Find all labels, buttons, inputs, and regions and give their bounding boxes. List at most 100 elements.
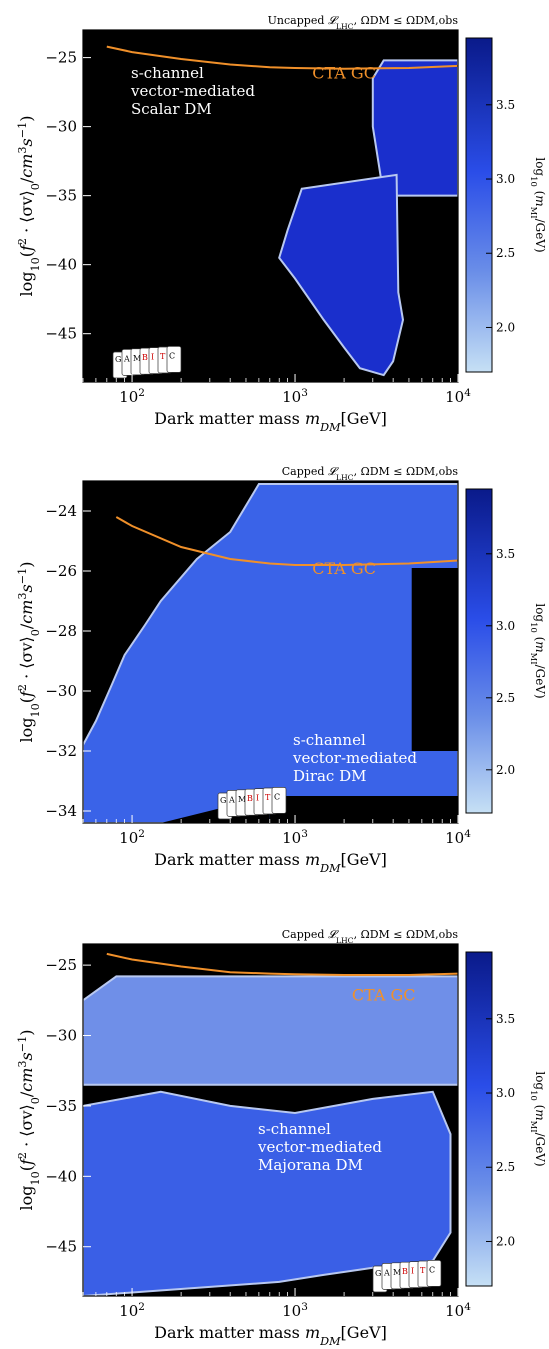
y-tick-label: −34: [45, 802, 77, 820]
logo-card-letter: I: [151, 353, 154, 362]
y-tick-label: −26: [45, 562, 77, 580]
plot-content: [83, 483, 458, 823]
region-1: [371, 59, 458, 197]
plot-frame: [82, 29, 459, 383]
logo-card-letter: B: [247, 794, 253, 803]
annotation-line: vector-mediated: [292, 749, 417, 767]
logo-card-letter: T: [420, 1266, 426, 1275]
cta-gc-label: CTA GC: [352, 985, 416, 1004]
y-tick-label: −40: [45, 256, 77, 274]
x-tick-label: 104: [445, 1301, 471, 1320]
annotation-line: vector-mediated: [130, 82, 255, 100]
x-axis-label: Dark matter mass mDM[GeV]: [154, 1323, 387, 1348]
plot-frame: [82, 480, 459, 824]
y-tick-label: −25: [45, 49, 77, 67]
region-2: [269, 796, 458, 823]
y-axis-label: log10(f2 · ⟨σv⟩0/cm3s−1): [16, 116, 42, 297]
colorbar: [465, 951, 493, 1287]
x-tick-label: 102: [119, 1301, 145, 1320]
x-tick-label: 104: [445, 387, 471, 406]
colorbar-tick-label: 3.0: [496, 172, 515, 186]
annotation-line: Majorana DM: [258, 1156, 363, 1174]
colorbar-tick-label: 3.5: [496, 98, 515, 112]
y-tick-label: −35: [45, 187, 77, 205]
y-tick-label: −45: [45, 325, 77, 343]
y-tick-label: −25: [45, 956, 77, 974]
annotation-line: Scalar DM: [131, 100, 212, 118]
plot-content: [106, 45, 458, 377]
y-tick-label: −30: [45, 118, 77, 136]
region-2: [83, 1090, 452, 1296]
panel-1: Uncapped 𝓛LHC, ΩDM ≤ ΩDM,obs CTA GC s-chan…: [16, 14, 548, 434]
x-tick-label: 103: [282, 828, 308, 847]
region-1: [83, 975, 458, 1086]
colorbar-tick-label: 2.5: [496, 1160, 515, 1174]
logo-card-letter: A: [383, 1268, 390, 1277]
colorbar-label: log10 (mMI/GeV): [529, 1071, 547, 1166]
cta-gc-curve: [106, 952, 458, 976]
x-tick-label: 102: [119, 387, 145, 406]
region-2: [278, 173, 405, 377]
cta-gc-label: CTA GC: [312, 559, 376, 578]
colorbar-tick-label: 3.0: [496, 619, 515, 633]
colorbar-label: log10 (mMI/GeV): [529, 603, 547, 698]
colorbar-tick-label: 2.5: [496, 691, 515, 705]
y-tick-label: −40: [45, 1167, 77, 1185]
x-tick-label: 103: [282, 387, 308, 406]
y-tick-label: −28: [45, 622, 77, 640]
logo-card-letter: G: [220, 796, 226, 805]
logo-card-letter: T: [160, 352, 166, 361]
logo-card-letter: B: [142, 353, 148, 362]
y-tick-label: −30: [45, 1027, 77, 1045]
colorbar-tick-label: 3.0: [496, 1086, 515, 1100]
x-tick-label: 102: [119, 828, 145, 847]
annotation-line: s-channel: [258, 1120, 331, 1138]
chart-title: Capped 𝓛LHC, ΩDM ≤ ΩDM,obs: [282, 928, 459, 945]
logo-card-letter: C: [429, 1265, 435, 1274]
y-tick-label: −30: [45, 682, 77, 700]
x-axis-label: Dark matter mass mDM[GeV]: [154, 850, 387, 875]
region-4: [411, 568, 458, 751]
chart-title: Capped 𝓛LHC, ΩDM ≤ ΩDM,obs: [282, 465, 459, 482]
logo-card-letter: T: [265, 793, 271, 802]
cta-gc-label: CTA GC: [312, 63, 376, 82]
logo-card-letter: G: [115, 355, 121, 364]
plot-content: [83, 952, 458, 1296]
logo-card-letter: G: [375, 1269, 381, 1278]
y-tick-label: −45: [45, 1238, 77, 1256]
y-axis-label: log10(f2 · ⟨σv⟩0/cm3s−1): [16, 1030, 42, 1211]
y-tick-label: −32: [45, 742, 77, 760]
cta-gc-curve: [115, 516, 458, 566]
x-tick-label: 103: [282, 1301, 308, 1320]
logo-card-letter: A: [228, 795, 235, 804]
y-axis-label: log10(f2 · ⟨σv⟩0/cm3s−1): [16, 562, 42, 743]
annotation-line: s-channel: [131, 64, 204, 82]
logo-card-letter: A: [123, 354, 130, 363]
logo-card-letter: C: [274, 792, 280, 801]
colorbar-tick-label: 2.5: [496, 246, 515, 260]
region-1: [83, 483, 458, 823]
colorbar-tick-label: 2.0: [496, 1234, 515, 1248]
x-tick-label: 104: [445, 828, 471, 847]
y-tick-label: −35: [45, 1097, 77, 1115]
colorbar-tick-label: 2.0: [496, 763, 515, 777]
annotation-line: Dirac DM: [293, 767, 367, 785]
panel-3: Capped 𝓛LHC, ΩDM ≤ ΩDM,obs CTA GC s-channe…: [16, 928, 548, 1348]
logo-card-letter: M: [393, 1268, 401, 1277]
colorbar-tick-label: 2.0: [496, 320, 515, 334]
logo-card-letter: B: [402, 1267, 408, 1276]
logo-card-letter: C: [169, 351, 175, 360]
panel-2: Capped 𝓛LHC, ΩDM ≤ ΩDM,obs CTA GC s-channe…: [16, 465, 548, 875]
logo-card-letter: M: [238, 795, 246, 804]
colorbar-tick-label: 3.5: [496, 547, 515, 561]
logo-card-letter: I: [256, 794, 259, 803]
colorbar: [465, 37, 493, 373]
region-3: [160, 796, 270, 823]
logo-card-letter: M: [133, 354, 141, 363]
annotation-line: s-channel: [293, 731, 366, 749]
logo-card: [426, 1260, 442, 1287]
